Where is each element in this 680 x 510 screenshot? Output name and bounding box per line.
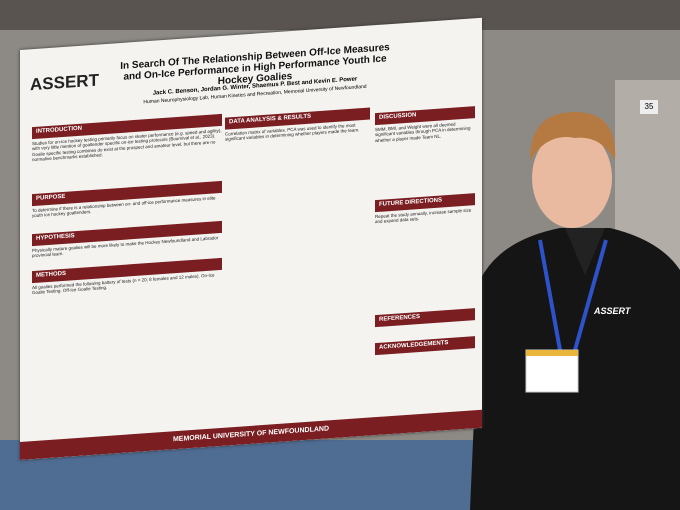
poster-section: Methods All goalies performed the followi… <box>32 257 222 431</box>
poster-section: Future Directions Repeat the study annual… <box>375 193 475 310</box>
lanyard <box>538 239 608 351</box>
poster-logo: ASSERT <box>30 70 99 95</box>
poster-section: Purpose To determine if there is a relati… <box>32 180 222 224</box>
poster-section: Hypothesis Physically mature goalies will… <box>32 220 222 262</box>
sign: 35 <box>640 100 658 114</box>
shirt-logo: ASSERT <box>594 306 631 316</box>
poster-section: References <box>375 308 475 335</box>
poster: ASSERT In Search Of The Relationship Bet… <box>20 17 482 460</box>
face <box>532 128 612 228</box>
section-heading: Acknowledgements <box>375 336 475 355</box>
badge <box>525 349 579 393</box>
poster-section: Acknowledgements <box>375 336 475 363</box>
section-heading: References <box>375 308 475 327</box>
poster-section: Introduction Studies for on-ice hockey te… <box>32 113 222 187</box>
hair <box>530 112 616 160</box>
poster-section: Discussion SMM, BMI, and Weight were all … <box>375 106 475 193</box>
poster-section: Data Analysis & Results Correlation matri… <box>225 107 370 398</box>
